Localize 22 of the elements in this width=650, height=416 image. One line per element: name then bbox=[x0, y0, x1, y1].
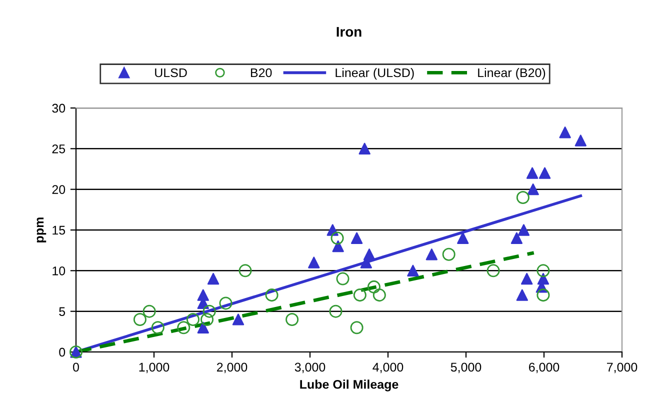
y-tick-label: 0 bbox=[59, 348, 66, 357]
legend-label: Linear (B20) bbox=[478, 68, 546, 80]
y-tick-label: 20 bbox=[52, 185, 66, 194]
y-tick-label: 5 bbox=[59, 307, 66, 316]
legend-label: ULSD bbox=[155, 68, 187, 78]
x-tick-label: 0 bbox=[73, 362, 79, 372]
legend-label: B20 bbox=[250, 68, 272, 78]
y-tick-label: 10 bbox=[52, 266, 66, 276]
y-tick-label: 25 bbox=[52, 144, 66, 154]
x-tick-label: 7,000 bbox=[607, 362, 638, 374]
x-axis-title: Lube Oil Mileage bbox=[300, 380, 398, 392]
x-tick-label: 3,000 bbox=[294, 362, 326, 374]
y-axis-title: ppm bbox=[36, 218, 46, 242]
x-tick-label: 6,000 bbox=[528, 362, 560, 374]
y-tick-label: 15 bbox=[52, 226, 66, 235]
legend-label: Linear (ULSD) bbox=[336, 68, 414, 80]
chart-title: Iron bbox=[336, 27, 362, 37]
x-tick-label: 1,000 bbox=[139, 362, 170, 374]
x-tick-label: 4,000 bbox=[372, 362, 404, 374]
x-tick-label: 5,000 bbox=[450, 362, 482, 374]
y-tick-label: 30 bbox=[52, 104, 66, 113]
x-tick-label: 2,000 bbox=[216, 362, 248, 374]
